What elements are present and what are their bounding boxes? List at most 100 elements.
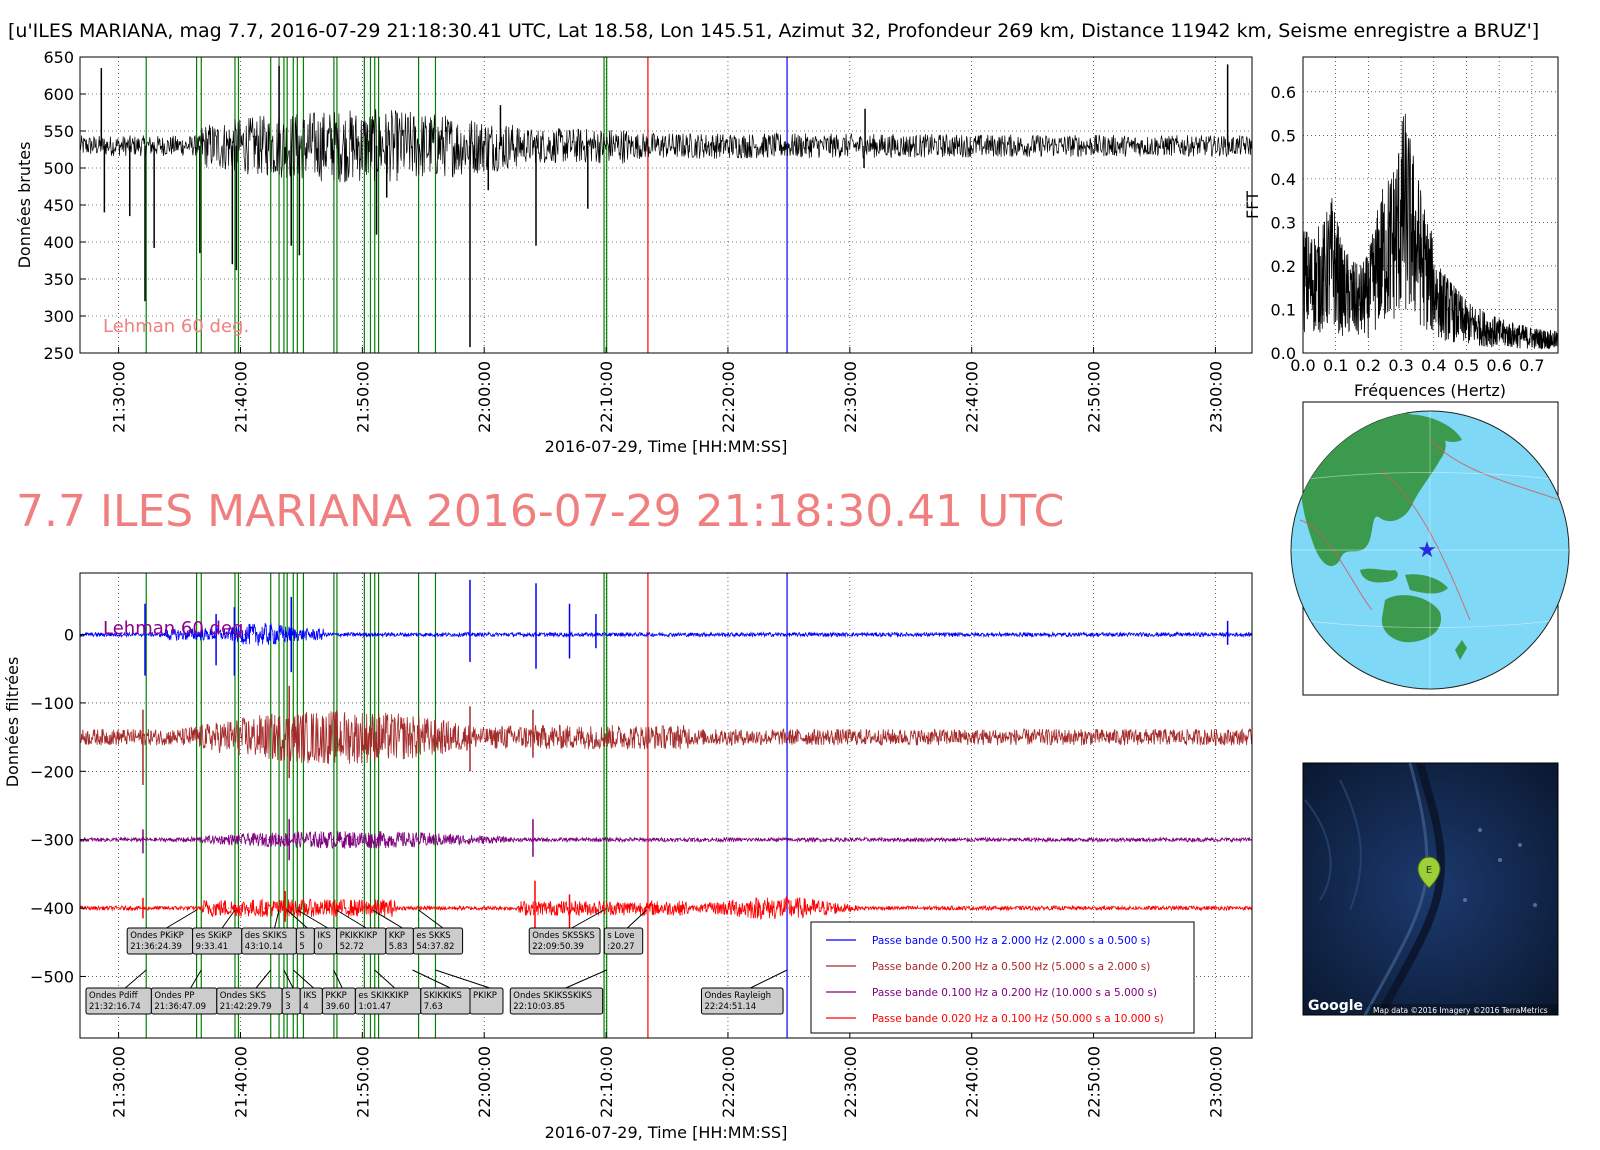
fft-y-tick-label: 0.1 <box>1271 300 1296 319</box>
raw-seismogram-panel: 250 300 350 400 450 500 550 600 650 21:30:00 21:4… <box>15 48 1253 456</box>
phase-label-text: Ondes PP <box>154 991 194 1001</box>
raw-y-tick-label: 650 <box>43 48 74 67</box>
filtered-x-tick-label: 23:00:00 <box>1206 1046 1225 1118</box>
phase-label-text: IKS <box>303 991 316 1001</box>
phase-label-text: s Love <box>607 931 634 941</box>
globe-graticule <box>1291 411 1569 689</box>
phase-label-text: KKP <box>389 931 405 941</box>
raw-y-tick-label: 400 <box>43 233 74 252</box>
phase-label-arrow <box>374 969 395 989</box>
phase-label-arrow <box>274 909 280 929</box>
phase-label-text: 1:01.47 <box>358 1002 391 1012</box>
seamount <box>1498 858 1502 862</box>
phase-label-arrow <box>286 909 308 929</box>
phase-label-text: SKIKKIKS <box>424 991 462 1001</box>
phase-label: S3 <box>281 969 301 1015</box>
fft-x-tick-label: 0.6 <box>1486 356 1511 375</box>
raw-phase-lines <box>145 57 788 353</box>
fft-plot-frame <box>1302 56 1559 354</box>
figure-title: [u'ILES MARIANA, mag 7.7, 2016-07-29 21:… <box>8 20 1540 42</box>
raw-x-tick-label: 22:00:00 <box>475 361 494 433</box>
phase-label-arrow <box>627 909 648 929</box>
legend-label: Passe bande 0.020 Hz a 0.100 Hz (50.000 … <box>872 1013 1164 1025</box>
map-pin-icon[interactable]: E <box>1417 856 1441 889</box>
filtered-y-tick-label: −400 <box>30 899 74 918</box>
raw-y-tick-label: 450 <box>43 196 74 215</box>
fft-trace-line <box>1302 113 1559 350</box>
legend-label: Passe bande 0.200 Hz a 0.500 Hz (5.000 s… <box>872 961 1150 973</box>
fft-trace <box>1302 113 1559 350</box>
phase-label-box <box>528 927 601 955</box>
phase-label-text: S <box>285 991 290 1001</box>
phase-label-box <box>603 927 644 955</box>
filtered-phase-lines <box>145 573 788 1038</box>
indonesia-landmass <box>1360 568 1398 583</box>
fft-x-tick-label: 0.7 <box>1519 356 1544 375</box>
phase-label-text: Ondes SKIKSSKIKS <box>513 991 592 1001</box>
phase-label-arrow <box>166 909 197 929</box>
globe-map: ★ <box>1290 401 1570 696</box>
phase-label-text: es SKKS <box>416 931 450 941</box>
legend-items: Passe bande 0.500 Hz a 2.000 Hz (2.000 s… <box>826 935 1164 1025</box>
filtered-y-tick-label: −200 <box>30 762 74 781</box>
filtered-x-axis-label: 2016-07-29, Time [HH:MM:SS] <box>545 1123 788 1142</box>
filtered-y-axis-label: Données filtrées <box>3 657 22 788</box>
phase-label: s Love:20.27 <box>603 909 648 955</box>
raw-lehman-annotation: Lehman 60 deg. <box>103 316 249 337</box>
raw-y-axis-label: Données brutes <box>15 142 34 269</box>
raw-x-axis-label: 2016-07-29, Time [HH:MM:SS] <box>545 437 788 456</box>
event-title: 7.7 ILES MARIANA 2016-07-29 21:18:30.41 … <box>16 486 1065 537</box>
filtered-x-tick-label: 22:50:00 <box>1085 1046 1104 1118</box>
raw-y-tick-label: 350 <box>43 270 74 289</box>
raw-y-tick-label: 500 <box>43 159 74 178</box>
phase-label-text: Ondes SKS <box>220 991 266 1001</box>
phase-label-text: 21:36:24.39 <box>130 942 182 952</box>
phase-label-text: IKS <box>317 931 330 941</box>
russia-far-east-landmass <box>1405 414 1462 442</box>
phase-label-arrow <box>221 909 236 929</box>
raw-y-tick-label: 250 <box>43 344 74 363</box>
satellite-map: E Google Map data ©2016 Imagery ©2016 Te… <box>1302 762 1559 1016</box>
phase-label-text: es SKIKKIKP <box>358 991 408 1001</box>
phase-label-text: 43:10.14 <box>245 942 283 952</box>
asia-landmass <box>1300 411 1446 567</box>
fft-y-tick-label: 0.3 <box>1271 213 1296 232</box>
filtered-x-tick-label: 21:40:00 <box>231 1046 250 1118</box>
legend-label: Passe bande 0.100 Hz a 0.200 Hz (10.000 … <box>872 987 1157 999</box>
phase-label-text: Ondes PKiKP <box>130 931 184 941</box>
filtered-x-tick-label: 22:10:00 <box>597 1046 616 1118</box>
phase-label-arrow <box>283 969 294 989</box>
phase-label-box <box>700 987 784 1015</box>
seamount <box>1478 828 1482 832</box>
phase-label-text: 7.63 <box>424 1002 443 1012</box>
phase-label-text: PKIKP <box>473 991 497 1001</box>
phase-label-text: 22:24:51.14 <box>704 1002 756 1012</box>
phase-label-arrow <box>565 969 607 989</box>
phase-label-arrow <box>418 909 444 929</box>
mariana-trench <box>1376 763 1445 1015</box>
map-attribution: Map data ©2016 Imagery ©2016 TerraMetric… <box>1373 1006 1548 1015</box>
fft-y-ticks: 0.0 0.1 0.2 0.3 0.4 0.5 0.6 <box>1271 83 1296 363</box>
filtered-x-tick-label: 21:50:00 <box>353 1046 372 1118</box>
phase-label-box <box>509 987 604 1015</box>
raw-x-tick-label: 22:50:00 <box>1085 361 1104 433</box>
phase-label: PKIKP <box>435 969 504 1015</box>
fft-x-tick-label: 0.4 <box>1421 356 1446 375</box>
phase-label-text: 9:33.41 <box>196 942 229 952</box>
phase-label-text: Ondes Pdiff <box>89 991 139 1001</box>
raw-x-tick-label: 22:40:00 <box>963 361 982 433</box>
filtered-traces <box>79 579 1253 943</box>
new-guinea-landmass <box>1405 574 1448 594</box>
raw-grid <box>80 56 1252 354</box>
phase-label-text: 22:09:50.39 <box>532 942 584 952</box>
phase-label-text: des SKIKS <box>245 931 287 941</box>
filtered-lehman-annotation: Lehman 60 deg. <box>103 618 249 639</box>
fft-x-tick-label: 0.1 <box>1323 356 1348 375</box>
phase-label-text: 3 <box>285 1002 290 1012</box>
